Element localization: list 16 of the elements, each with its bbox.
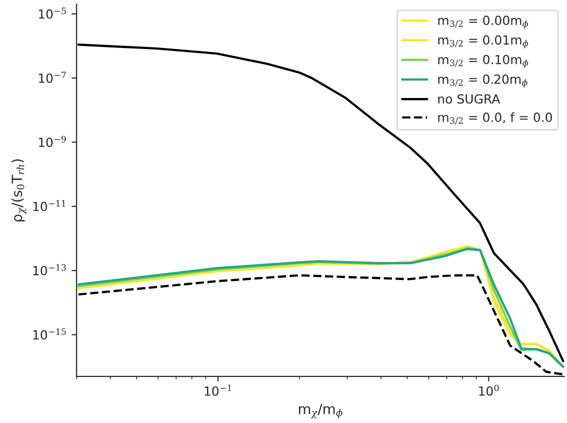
x-tick-label: 10$^{−1}$ [204, 384, 232, 396]
legend-label: m$_{3/2}$ = 0.01m$_{ϕ}$ [438, 35, 528, 48]
y-tick-label: 10$^{−13}$ [33, 264, 66, 276]
y-tick-label: 10$^{−9}$ [38, 136, 66, 148]
x-axis-title: m$_{χ}$/m$_{ϕ}$ [298, 404, 342, 418]
y-axis-title: ρ$_{χ}$/(s$_{0}$T$_{rh}$) [11, 159, 26, 222]
legend-label: m$_{3/2}$ = 0.0, f = 0.0 [438, 112, 552, 125]
legend-label: m$_{3/2}$ = 0.20m$_{ϕ}$ [438, 74, 528, 88]
legend-label: m$_{3/2}$ = 0.00m$_{ϕ}$ [438, 16, 528, 29]
legend-label: m$_{3/2}$ = 0.10m$_{ϕ}$ [438, 54, 528, 68]
x-tick-label: 10$^{0}$ [479, 384, 499, 396]
legend-label: no SUGRA [438, 94, 500, 104]
y-tick-label: 10$^{−5}$ [38, 8, 66, 19]
y-tick-label: 10$^{−7}$ [38, 72, 66, 83]
y-tick-label: 10$^{−11}$ [33, 200, 66, 212]
y-tick-label: 10$^{−15}$ [33, 328, 66, 340]
